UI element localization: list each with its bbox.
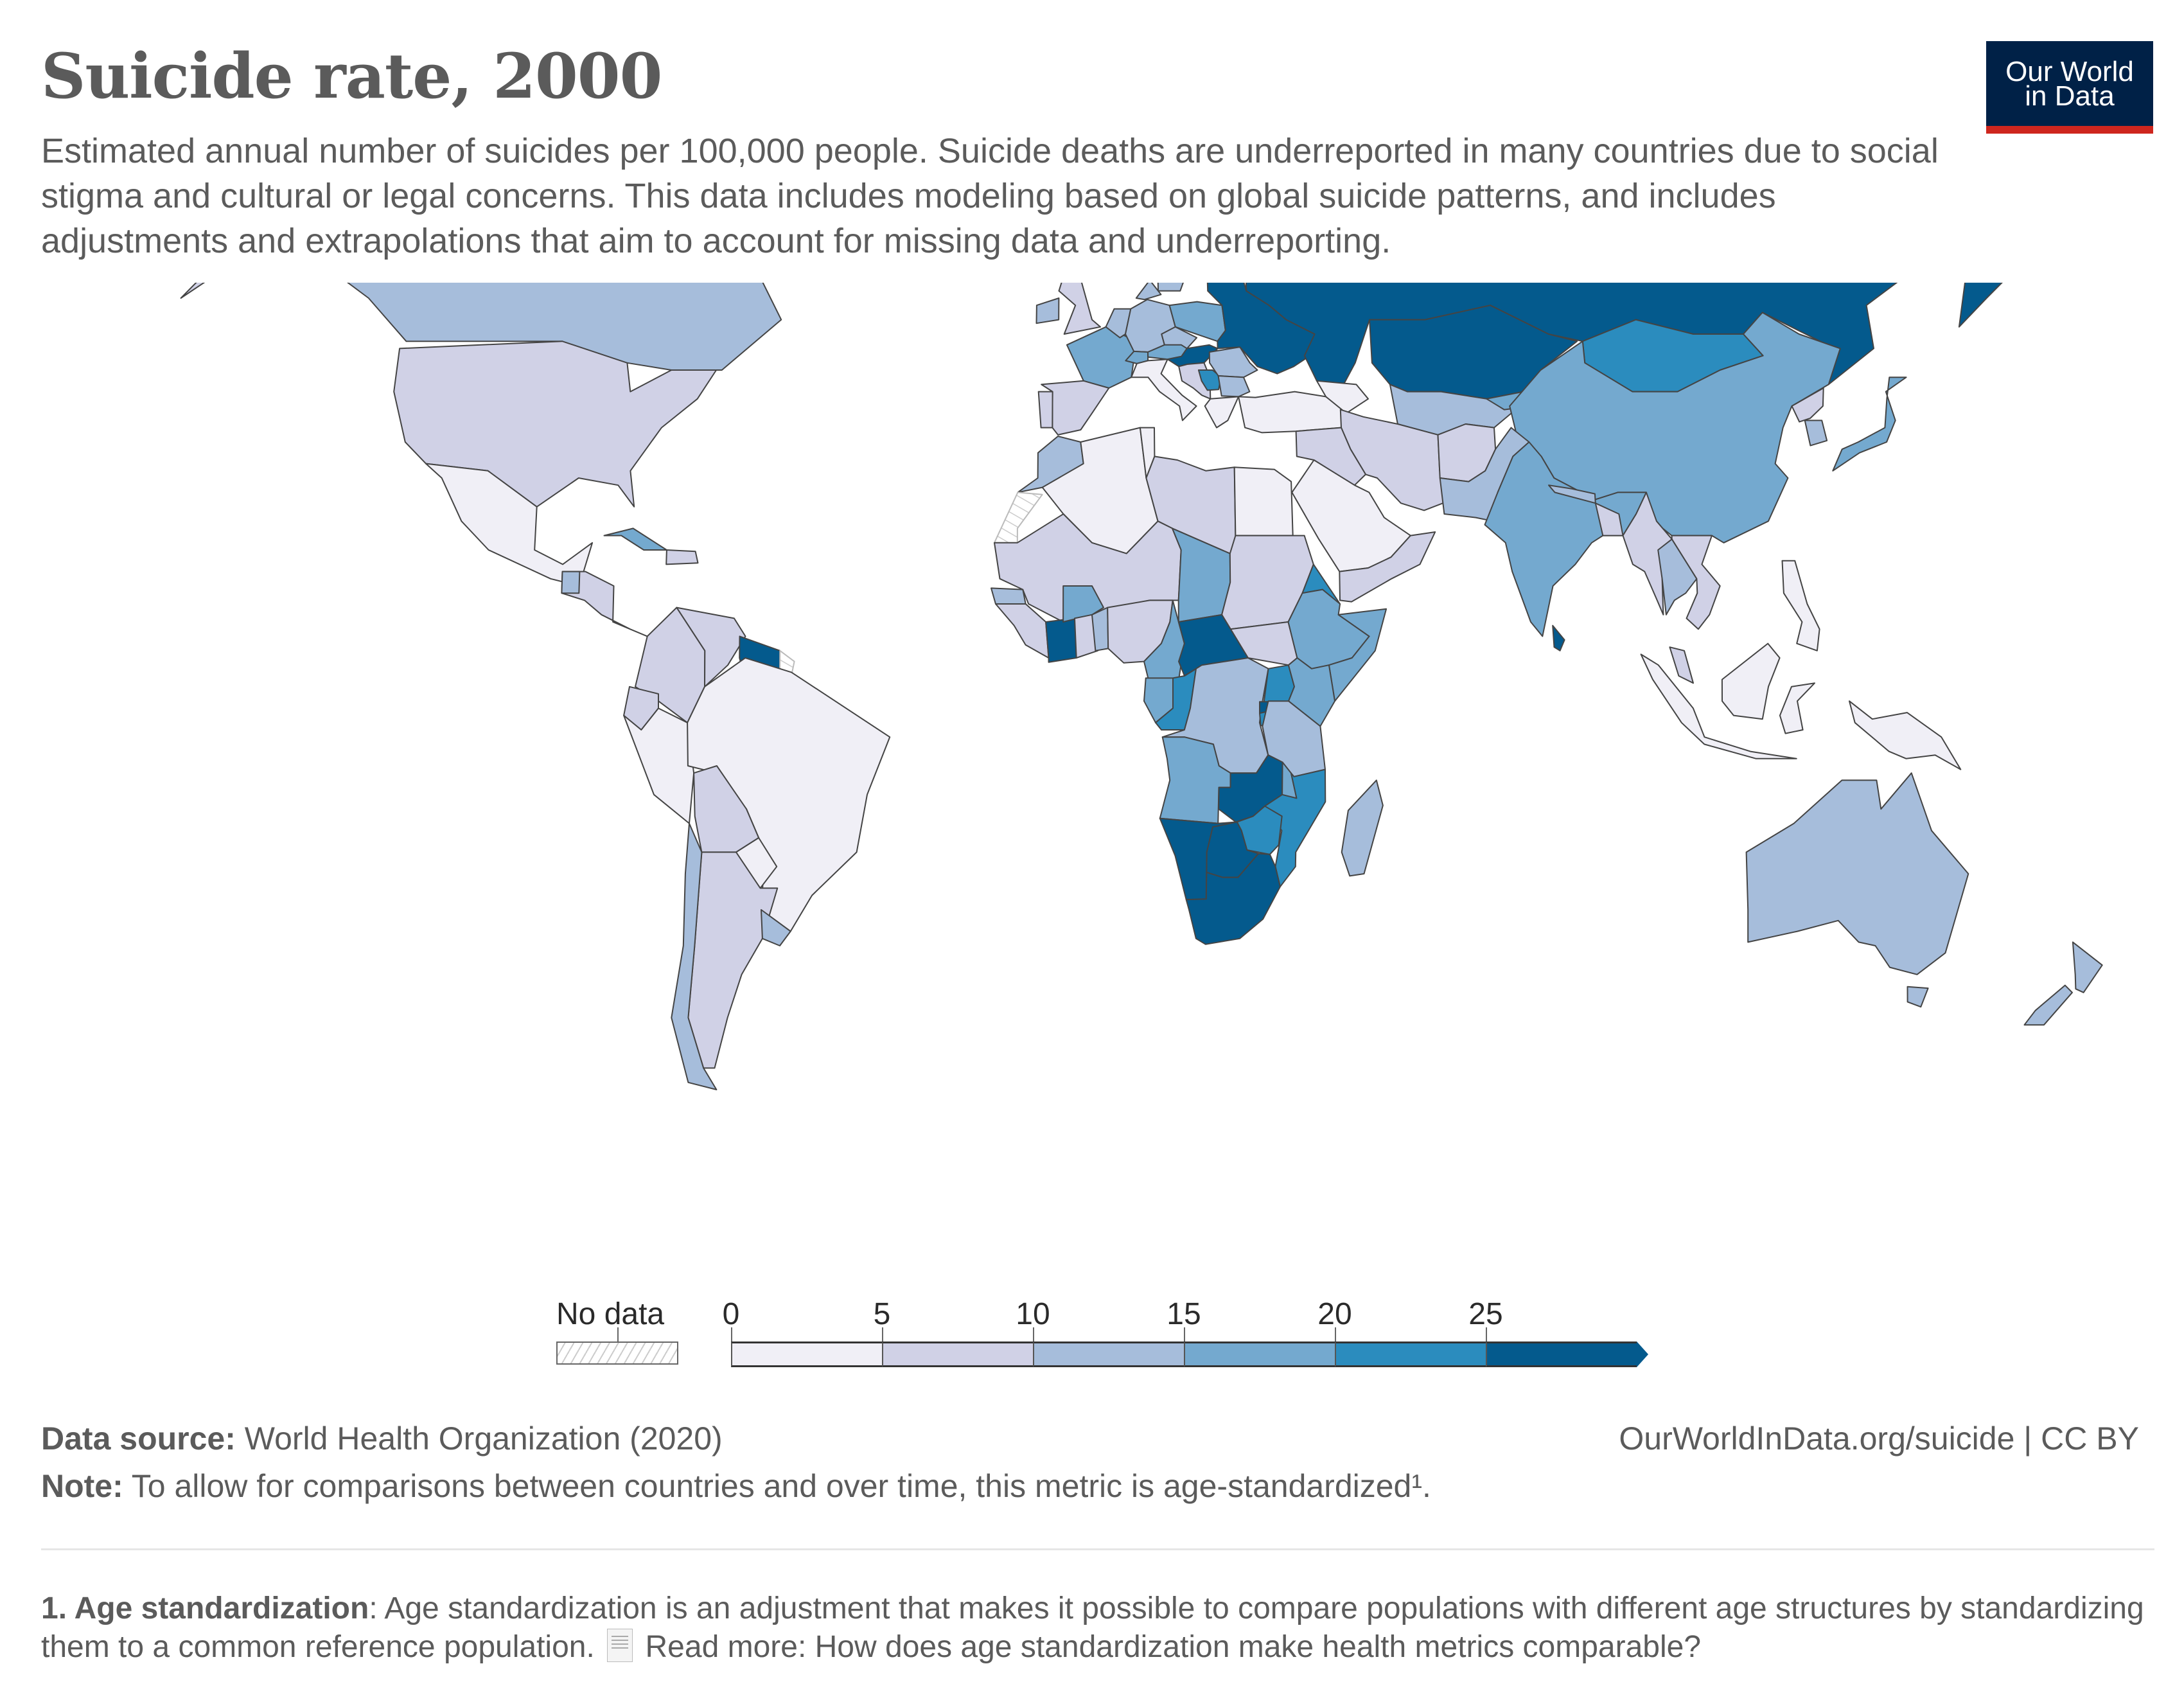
country-italy[interactable] (1131, 359, 1197, 421)
country-indonesia[interactable] (1640, 653, 1797, 759)
country-west-africa-coast[interactable] (995, 603, 1050, 659)
logo-line-1: Our World (2005, 56, 2134, 87)
country-sri-lanka[interactable] (1552, 624, 1565, 651)
country-united-states[interactable] (393, 341, 718, 508)
country-portugal[interactable] (1037, 391, 1053, 429)
country-egypt[interactable] (1233, 466, 1294, 536)
legend-bin-10-15 (1033, 1341, 1184, 1367)
legend-tick (1335, 1327, 1336, 1341)
country-guatemala[interactable] (561, 571, 581, 594)
chart-title: Suicide rate, 2000 (41, 40, 662, 112)
legend-bin-25-plus (1486, 1341, 1637, 1367)
legend-tick-label: 15 (1167, 1297, 1201, 1331)
legend-bin-20-25 (1335, 1341, 1486, 1367)
legend-tick (1486, 1327, 1487, 1341)
country-united-kingdom[interactable] (1058, 283, 1101, 335)
legend-tick (882, 1327, 883, 1341)
owid-logo[interactable]: Our World in Data (1986, 41, 2153, 134)
country-tasmania[interactable] (1907, 986, 1929, 1008)
country-nepal[interactable] (1548, 484, 1596, 504)
document-icon (607, 1629, 633, 1662)
country-venezuela[interactable] (676, 607, 746, 687)
color-legend: No data 0 5 10 15 20 25 (0, 1279, 2184, 1381)
world-map (180, 283, 2103, 1090)
legend-bin-0-5 (731, 1341, 882, 1367)
legend-bin-15-20 (1184, 1341, 1335, 1367)
country-central-america[interactable] (561, 571, 648, 637)
legend-bin-5-10 (882, 1341, 1033, 1367)
country-benin-togo[interactable] (1091, 607, 1109, 651)
legend-tick-label: 5 (873, 1297, 891, 1331)
country-new-zealand-s[interactable] (2023, 984, 2073, 1026)
country-uruguay[interactable] (761, 909, 791, 946)
footnote-text: : Age standardization is an adjustment t… (41, 1591, 2144, 1664)
country-peru[interactable] (623, 707, 695, 824)
country-sweden[interactable] (1157, 283, 1221, 292)
country-saudi-arabia[interactable] (1291, 459, 1411, 572)
legend-tick-label: 0 (722, 1297, 740, 1331)
divider (41, 1548, 2154, 1550)
chart-subtitle: Estimated annual number of suicides per … (41, 132, 1939, 260)
country-korea-north[interactable] (1791, 387, 1824, 423)
country-indochina[interactable] (1671, 535, 1721, 630)
footnote-label: 1. Age standardization (41, 1591, 369, 1625)
country-philippines[interactable] (1781, 560, 1820, 651)
country-hispaniola[interactable] (665, 549, 699, 565)
legend-tick-label: 10 (1016, 1297, 1050, 1331)
legend-no-data-swatch (556, 1341, 678, 1365)
note-text: To allow for comparisons between countri… (131, 1468, 1431, 1504)
country-madagascar[interactable] (1341, 779, 1384, 877)
country-senegal[interactable] (991, 587, 1026, 605)
note: Note: To allow for comparisons between c… (41, 1467, 1431, 1505)
legend-tick-label: 25 (1468, 1297, 1503, 1331)
country-south-africa[interactable] (1185, 853, 1281, 945)
legend-tick (1033, 1327, 1034, 1341)
data-source-value[interactable]: World Health Organization (2020) (244, 1421, 723, 1457)
note-label: Note: (41, 1468, 123, 1504)
read-more-link[interactable]: Read more: How does age standardization … (645, 1630, 1702, 1664)
country-sulawesi[interactable] (1779, 682, 1815, 734)
legend-tick-label: 20 (1317, 1297, 1352, 1331)
legend-tick (731, 1327, 732, 1341)
country-kenya[interactable] (1287, 657, 1335, 727)
legend-no-data-tick (617, 1327, 619, 1341)
country-mexico[interactable] (425, 463, 594, 587)
country-malaysia[interactable] (1669, 646, 1694, 684)
source-url[interactable]: OurWorldInData.org/suicide | CC BY (1619, 1421, 2139, 1457)
data-source: Data source: World Health Organization (… (41, 1420, 723, 1457)
country-korea-south[interactable] (1804, 420, 1828, 447)
country-yemen-oman[interactable] (1339, 531, 1436, 603)
country-c-te-d-ivoire[interactable] (1045, 617, 1077, 663)
country-australia[interactable] (1745, 772, 1969, 975)
data-source-label: Data source: (41, 1421, 236, 1457)
legend-no-data-label: No data (556, 1297, 665, 1331)
country-bulgaria[interactable] (1217, 375, 1251, 398)
country-alaska[interactable] (180, 283, 351, 299)
logo-line-2: in Data (2025, 80, 2115, 112)
country-japan[interactable] (1832, 376, 1907, 472)
country-caucasus[interactable] (1316, 380, 1369, 414)
legend-tick (1184, 1327, 1185, 1341)
footnote: 1. Age standardization: Age standardizat… (41, 1589, 2154, 1667)
legend-arrow (1637, 1341, 1648, 1367)
country-new-zealand-n[interactable] (2072, 941, 2103, 993)
country-greece[interactable] (1204, 396, 1240, 429)
country-ireland[interactable] (1035, 297, 1060, 324)
country-cuba[interactable] (603, 527, 667, 551)
country-borneo[interactable] (1721, 642, 1781, 720)
country-denmark[interactable] (1135, 283, 1162, 301)
country-serbia[interactable] (1197, 369, 1222, 391)
country-new-guinea[interactable] (1849, 700, 1962, 770)
country-chile[interactable] (671, 822, 718, 1090)
